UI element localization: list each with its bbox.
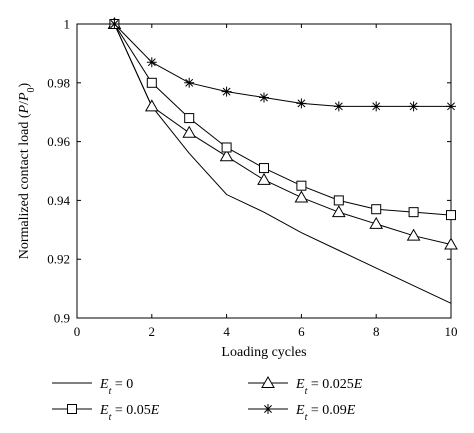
data-point <box>333 101 344 112</box>
data-point <box>331 205 346 218</box>
data-point <box>259 163 269 174</box>
data-point <box>408 207 419 218</box>
data-point <box>371 101 382 112</box>
legend: Et = 0 Et = 0.025E Et = 0.05E Et = 0.09E <box>52 375 363 423</box>
data-point <box>294 190 309 203</box>
series-3 <box>109 19 456 112</box>
series-line <box>113 23 452 216</box>
data-point <box>221 86 232 97</box>
data-point <box>259 92 269 103</box>
data-point <box>333 195 344 206</box>
data-point <box>109 19 120 29</box>
y-tick-label: 0.94 <box>47 193 70 208</box>
legend-item: Et = 0.09E <box>248 403 356 423</box>
y-axis-label: Normalized contact load (P/P0) <box>17 82 37 259</box>
data-point <box>146 57 157 68</box>
legend-marker <box>263 404 273 414</box>
data-point <box>221 142 232 153</box>
data-point <box>296 180 307 191</box>
data-point <box>446 210 456 221</box>
legend-marker <box>261 375 275 388</box>
data-point <box>296 98 307 109</box>
y-tick-label: 0.98 <box>47 75 70 90</box>
y-tick-label: 1 <box>64 17 71 32</box>
data-point <box>184 77 195 88</box>
data-point <box>257 172 271 185</box>
series-line <box>113 23 452 245</box>
series-line <box>114 23 451 107</box>
legend-label: Et = 0.05E <box>99 403 160 423</box>
legend-marker <box>67 404 77 414</box>
legend-label: Et = 0 <box>99 377 133 397</box>
legend-item: Et = 0.025E <box>248 375 363 397</box>
data-point <box>184 113 195 124</box>
legend-item: Et = 0 <box>52 377 133 397</box>
series-layer <box>107 16 458 304</box>
data-point <box>406 228 421 241</box>
data-point <box>182 125 197 138</box>
y-tick-label: 0.9 <box>54 311 70 326</box>
x-tick-label: 6 <box>298 324 305 339</box>
data-point <box>369 216 384 229</box>
x-tick-label: 4 <box>223 324 230 339</box>
legend-item: Et = 0.05E <box>52 403 160 423</box>
y-tick-label: 0.92 <box>47 252 70 267</box>
data-point <box>371 204 382 215</box>
series-line <box>113 23 452 304</box>
data-point <box>144 99 159 112</box>
plot-frame <box>76 23 452 319</box>
x-tick-label: 10 <box>445 324 458 339</box>
x-tick-label: 0 <box>74 324 81 339</box>
x-tick-label: 8 <box>373 324 380 339</box>
legend-label: Et = 0.09E <box>295 403 356 423</box>
data-point <box>219 149 234 162</box>
data-point <box>446 101 456 112</box>
data-point <box>444 237 458 250</box>
series-1 <box>107 16 458 250</box>
legend-label: Et = 0.025E <box>295 377 363 397</box>
x-axis-label: Loading cycles <box>221 345 306 360</box>
ticks: 0 2 4 6 8 10 0.9 0.92 0.94 0.96 0.98 1 <box>47 17 457 340</box>
x-tick-label: 2 <box>149 324 156 339</box>
data-point <box>408 101 419 112</box>
y-tick-label: 0.96 <box>47 134 70 149</box>
series-0 <box>113 23 452 304</box>
data-point <box>146 77 157 88</box>
